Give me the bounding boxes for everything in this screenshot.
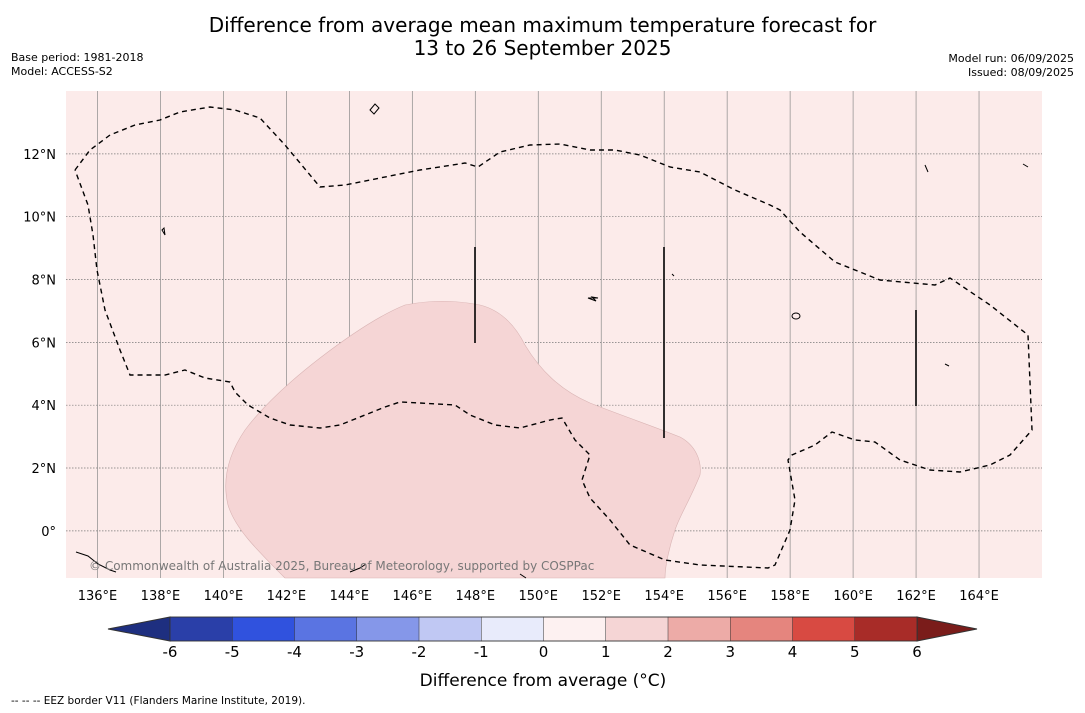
- model-run: Model run: 06/09/2025: [948, 52, 1074, 65]
- colorbar-tick-label: 1: [601, 643, 611, 661]
- island-marker: [791, 312, 801, 320]
- latitude-label: 4°N: [32, 399, 57, 414]
- colorbar-tick-label: -4: [287, 643, 302, 661]
- longitude-reference-lines: [474, 247, 917, 438]
- colorbar-tick-label: -6: [163, 643, 178, 661]
- latitude-label: 12°N: [23, 148, 56, 163]
- island-marker: [671, 273, 675, 277]
- latitude-label: 6°N: [32, 336, 57, 351]
- longitude-label: 164°E: [959, 589, 999, 604]
- longitude-label: 156°E: [707, 589, 747, 604]
- longitude-label: 162°E: [896, 589, 936, 604]
- meta-left: Base period: 1981-2018 Model: ACCESS-S2: [11, 51, 143, 79]
- island-marker: [161, 226, 166, 236]
- title-line-1: Difference from average mean maximum tem…: [208, 13, 877, 37]
- island-marker: [519, 573, 527, 579]
- latitude-label: 8°N: [32, 274, 57, 289]
- island-marker: [369, 103, 380, 115]
- map-frame: © Commonwealth of Australia 2025, Bureau…: [23, 91, 1042, 604]
- longitude-label: 142°E: [267, 589, 307, 604]
- longitude-label: 138°E: [141, 589, 181, 604]
- colorbar-tick-label: -2: [412, 643, 427, 661]
- island-marker: [349, 563, 367, 573]
- longitude-label: 154°E: [644, 589, 684, 604]
- colorbar-segment: [605, 616, 669, 642]
- anomaly-region: [225, 300, 701, 579]
- latitude-label: 0°: [41, 525, 56, 540]
- colorbar-segment: [854, 616, 918, 642]
- meta-right: Model run: 06/09/2025 Issued: 08/09/2025: [948, 52, 1074, 80]
- footnote: -- -- -- EEZ border V11 (Flanders Marine…: [11, 695, 306, 707]
- colorbar-tick-label: -1: [474, 643, 489, 661]
- islands: [75, 103, 1029, 579]
- longitude-label: 152°E: [581, 589, 621, 604]
- longitude-label: 144°E: [330, 589, 370, 604]
- colorbar-tick-label: 3: [725, 643, 735, 661]
- colorbar-segment: [481, 616, 545, 642]
- colorbar-segment: [543, 616, 607, 642]
- colorbar-segments: [169, 616, 918, 642]
- model-name: Model: ACCESS-S2: [11, 65, 113, 78]
- colorbar-tick-labels: -6 -5 -4 -3 -2 -1 0 1 2 3 4 5 6: [163, 643, 922, 661]
- copyright-text: © Commonwealth of Australia 2025, Bureau…: [89, 559, 594, 573]
- colorbar-segment: [792, 616, 856, 642]
- title-line-2: 13 to 26 September 2025: [413, 36, 672, 60]
- base-period: Base period: 1981-2018: [11, 51, 144, 64]
- longitude-labels: 136°E 138°E 140°E 142°E 144°E 146°E 148°E 150°E…: [78, 589, 999, 604]
- longitude-label: 158°E: [770, 589, 810, 604]
- colorbar-outline: [169, 616, 918, 642]
- island-marker: [75, 551, 117, 573]
- colorbar-tick-label: 2: [663, 643, 673, 661]
- latitude-label: 10°N: [23, 211, 56, 226]
- issued-date: Issued: 08/09/2025: [967, 66, 1074, 79]
- eez-border: [74, 106, 1033, 569]
- colorbar-under-arrow: [107, 616, 171, 642]
- colorbar: -6 -5 -4 -3 -2 -1 0 1 2 3 4 5 6 Difference from aver…: [107, 616, 978, 691]
- colorbar-segment: [294, 616, 358, 642]
- island-marker: [1022, 163, 1029, 168]
- longitude-label: 136°E: [78, 589, 118, 604]
- colorbar-segment: [730, 616, 794, 642]
- colorbar-tick-label: -5: [225, 643, 240, 661]
- colorbar-tick-label: -3: [349, 643, 364, 661]
- colorbar-segment: [667, 616, 731, 642]
- colorbar-tick-label: 4: [788, 643, 798, 661]
- colorbar-tick-label: 0: [539, 643, 549, 661]
- longitude-label: 150°E: [518, 589, 558, 604]
- longitude-label: 160°E: [833, 589, 873, 604]
- island-marker: [924, 164, 929, 173]
- colorbar-over-arrow: [916, 616, 978, 642]
- colorbar-tick-label: 6: [912, 643, 922, 661]
- longitude-label: 140°E: [204, 589, 244, 604]
- island-marker: [587, 296, 599, 302]
- longitude-label: 148°E: [456, 589, 496, 604]
- longitude-label: 146°E: [393, 589, 433, 604]
- colorbar-segment: [356, 616, 420, 642]
- colorbar-label: Difference from average (°C): [420, 671, 667, 691]
- chart-title: Difference from average mean maximum tem…: [0, 14, 1085, 60]
- latitude-label: 2°N: [32, 462, 57, 477]
- colorbar-segment: [232, 616, 296, 642]
- island-marker: [944, 363, 950, 367]
- colorbar-segment: [418, 616, 482, 642]
- colorbar-tick-label: 5: [850, 643, 860, 661]
- latitude-labels: 0° 2°N 4°N 6°N 8°N 10°N 12°N: [23, 148, 56, 540]
- colorbar-segment: [169, 616, 233, 642]
